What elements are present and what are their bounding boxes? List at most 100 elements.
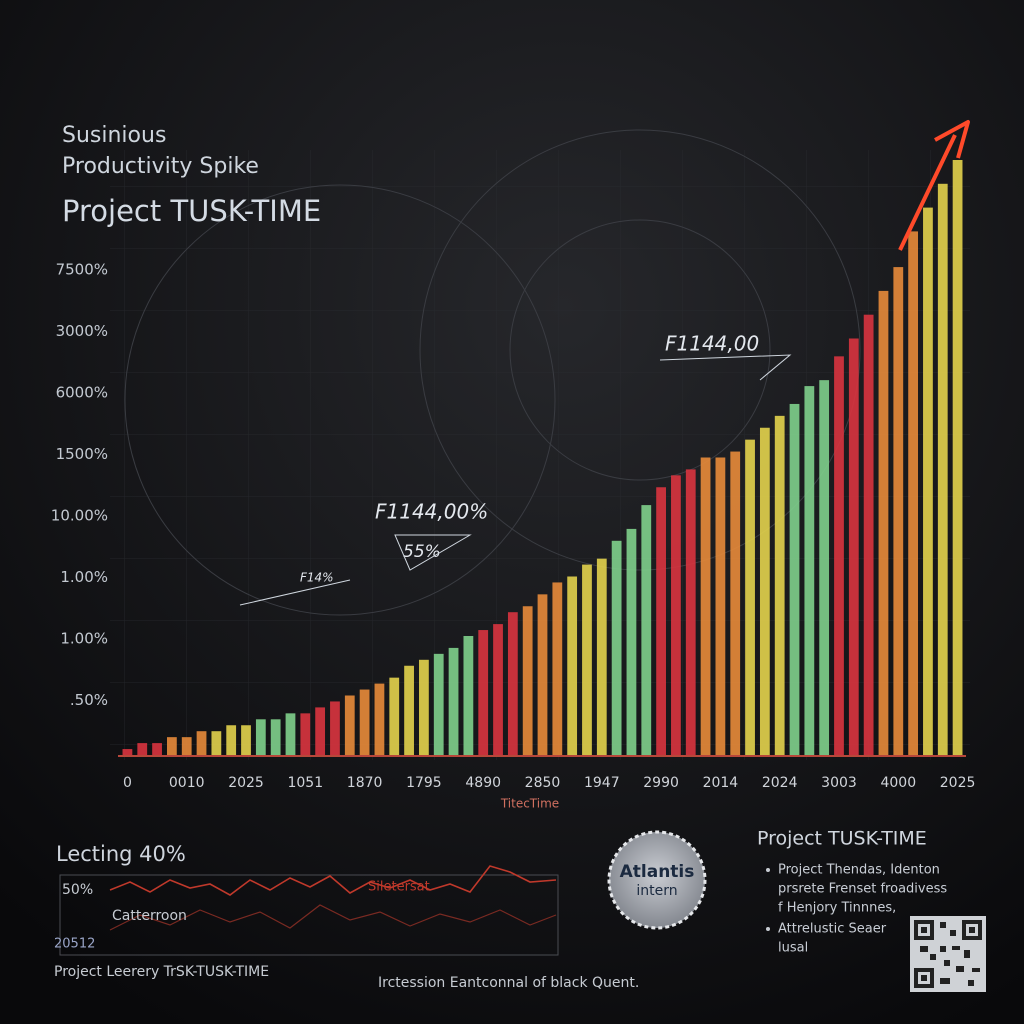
y-axis-label: 3000% [56,322,108,340]
mini-chart-line [109,904,557,931]
bar [255,719,266,755]
bar [241,725,251,755]
bar [893,267,904,755]
x-tick-label: 1870 [347,775,383,791]
x-tick-label: 1795 [406,775,442,791]
bar [685,469,696,755]
x-tick-label: 2025 [940,775,976,791]
bullet [766,868,770,872]
badge-title: Atlantis [620,862,695,882]
bar [937,183,948,756]
bar [330,701,340,755]
bar [166,737,177,755]
x-tick-label: 4890 [465,775,501,791]
chart-heading: Project TUSK-TIME [62,194,321,228]
trend-arrow [898,120,970,251]
bar [537,594,548,755]
bar [804,386,815,755]
bullet-text: Project Thendas, Identon [778,863,940,878]
mini-chart-label: Siletersat [368,880,430,895]
bullet-text: Attrelustic Seaer [778,922,887,937]
chart-subtitle: Productivity Spike [62,154,259,179]
bar [552,582,563,755]
annotation-pointer [239,354,792,606]
bar [759,427,770,755]
mini-chart-frame [59,874,559,956]
bar [211,731,222,755]
bar [878,290,889,755]
bar [226,725,237,755]
bar [463,636,474,755]
bar [848,338,859,755]
bar [285,713,296,755]
mini-chart-line [109,865,557,896]
bar [671,475,681,755]
bar [122,749,133,755]
bar [419,659,429,755]
bar [715,457,726,755]
bars [122,160,963,756]
annotation: F1144,00 [665,332,759,356]
bar [923,207,933,756]
bar [641,505,652,755]
bar [315,707,326,755]
annotation: 55% [403,542,441,562]
x-tick-label: 2990 [643,775,679,791]
x-tick-label: 2025 [228,775,264,791]
bar [344,695,355,755]
annotation: F1144,00% [375,500,488,524]
x-axis-title: TitecTime [500,797,559,811]
bullet-text: f Henjory Tinnnes, [778,901,896,916]
badge [607,830,707,930]
footer-note: Irctession Eantconnal of black Quent. [378,975,639,991]
chart-title: Susinious [62,123,166,148]
bar [196,731,207,755]
mini-chart-label: Catterroon [112,908,187,924]
bar [522,606,533,755]
footer-caption: Project Leerery TrSK-TUSK-TIME [54,964,269,980]
bar [493,624,503,755]
bar [389,677,400,755]
x-tick-label: 0 [123,775,132,791]
bar [774,415,785,755]
x-tick-label: 1947 [584,775,620,791]
y-axis-label: 6000% [56,384,108,402]
annotation: F14% [300,571,334,585]
bar [404,665,414,755]
bar [374,683,385,755]
bar [908,231,919,755]
badge-subtitle: intern [636,883,677,899]
bar [952,160,963,755]
x-tick-label: 2850 [525,775,561,791]
y-axis-label: .50% [70,691,108,709]
y-axis-label: 7500% [56,261,108,279]
bar [181,737,192,755]
bar [300,713,311,755]
bullet [766,927,770,931]
bar [789,403,800,755]
bar [567,576,578,755]
x-tick-label: 2024 [762,775,798,791]
panel-title: Lecting 40% [56,842,186,866]
x-tick-label: 3003 [821,775,857,791]
mini-chart-label: 50% [62,882,93,898]
bar [656,487,666,755]
y-axis-label: 10.00% [51,507,108,525]
bar [359,689,370,755]
panel-title: Project TUSK-TIME [757,828,927,850]
bar [819,380,830,755]
y-axis-label: 1.00% [60,630,108,648]
bar [582,564,592,755]
decorative-circles [124,129,861,616]
bar [433,653,444,755]
bar [611,540,622,755]
bar [270,719,281,755]
bar [507,612,518,755]
bar [448,647,459,755]
bar [478,630,489,755]
bar [834,356,844,755]
bar [745,439,755,755]
bar [626,528,637,755]
qr-code [910,916,986,992]
